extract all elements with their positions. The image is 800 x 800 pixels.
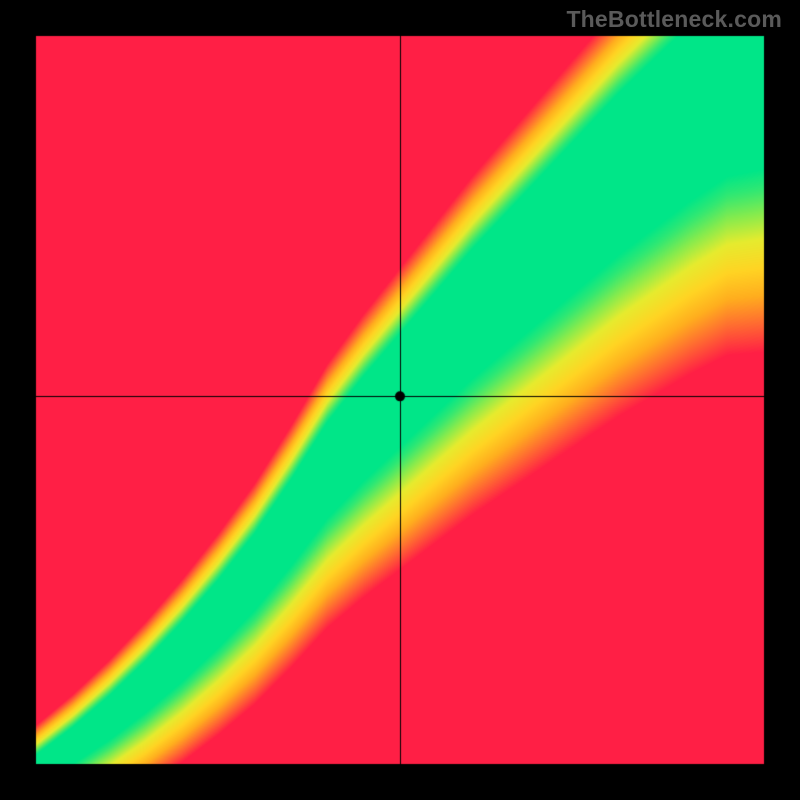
watermark-text: TheBottleneck.com <box>566 6 782 33</box>
bottleneck-heatmap-canvas <box>0 0 800 800</box>
chart-container: TheBottleneck.com <box>0 0 800 800</box>
